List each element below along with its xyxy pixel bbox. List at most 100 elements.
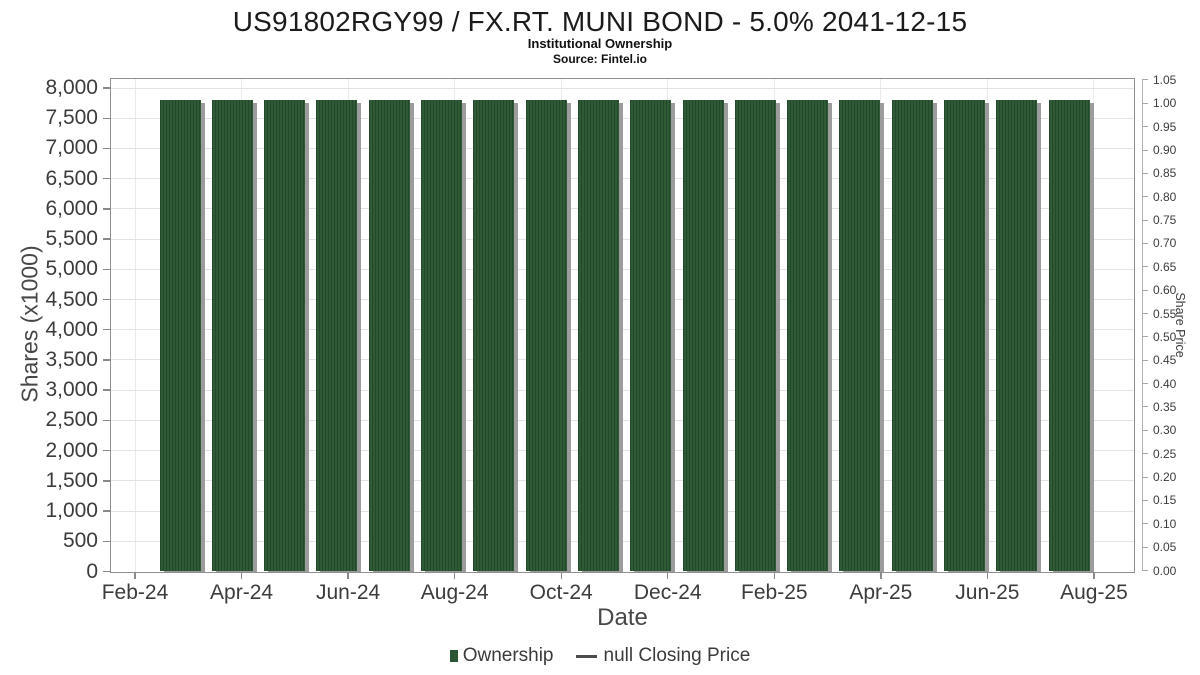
y-left-tick-label: 3,000 xyxy=(45,378,98,402)
ownership-bar[interactable] xyxy=(525,99,567,571)
y-right-tick-mark xyxy=(1142,313,1148,315)
y-left-tick-label: 4,500 xyxy=(45,287,98,311)
h-gridline xyxy=(111,480,1134,482)
x-tick-mark xyxy=(773,573,775,579)
h-gridline xyxy=(111,238,1134,240)
h-gridline xyxy=(111,147,1134,149)
y-left-tick-mark xyxy=(103,480,111,482)
y-right-tick-label: 0.50 xyxy=(1153,329,1177,344)
ownership-bar[interactable] xyxy=(211,99,253,571)
right-axis-spine xyxy=(1142,80,1143,571)
y-right-tick-mark xyxy=(1142,79,1148,81)
y-right-tick-mark xyxy=(1142,429,1148,431)
h-gridline xyxy=(111,299,1134,301)
y-left-tick-label: 6,500 xyxy=(45,166,98,190)
y-left-tick-label: 2,500 xyxy=(45,408,98,432)
ownership-bar[interactable] xyxy=(787,99,829,571)
y-left-tick-label: 7,500 xyxy=(45,106,98,130)
h-gridline xyxy=(111,510,1134,512)
y-left-tick-label: 1,000 xyxy=(45,499,98,523)
y-right-tick-mark xyxy=(1142,126,1148,128)
plot-area xyxy=(110,78,1135,573)
y-right-tick-label: 0.20 xyxy=(1153,470,1177,485)
y-right-tick-mark xyxy=(1142,359,1148,361)
y-left-tick-mark xyxy=(103,449,111,452)
legend-price-label: null Closing Price xyxy=(603,645,751,666)
y-left-tick-mark xyxy=(103,419,111,422)
ownership-bar[interactable] xyxy=(891,99,933,571)
x-tick-mark xyxy=(134,573,136,579)
x-tick-mark xyxy=(1093,573,1095,579)
y-right-tick-mark xyxy=(1142,546,1148,548)
y-right-tick-mark xyxy=(1142,406,1148,408)
y-right-tick-label: 0.25 xyxy=(1153,446,1177,461)
x-tick-label: Apr-25 xyxy=(849,581,913,604)
h-gridline xyxy=(111,419,1134,421)
y-left-tick-label: 1,500 xyxy=(45,468,98,492)
y-left-tick-mark xyxy=(103,147,111,150)
y-left-tick-mark xyxy=(103,510,111,512)
ownership-bar[interactable] xyxy=(682,99,724,571)
x-tick-mark xyxy=(453,573,456,579)
y-right-tick-label: 0.00 xyxy=(1153,563,1177,578)
y-right-tick-label: 0.80 xyxy=(1153,189,1177,204)
price-line-marker-icon xyxy=(575,654,597,658)
y-right-tick-mark xyxy=(1142,336,1148,338)
x-tick-mark xyxy=(667,573,669,579)
ownership-bar[interactable] xyxy=(577,99,619,571)
y-right-tick-mark xyxy=(1142,149,1148,151)
x-tick-mark xyxy=(986,573,989,579)
ownership-bar[interactable] xyxy=(839,99,881,571)
y-left-tick-mark xyxy=(103,298,111,301)
y-right-tick-mark xyxy=(1142,196,1148,198)
ownership-bar[interactable] xyxy=(944,99,985,571)
y-left-tick-mark xyxy=(103,389,111,391)
h-gridline xyxy=(111,540,1134,542)
y-right-tick-label: 0.85 xyxy=(1153,166,1177,181)
x-axis-title: Date xyxy=(597,604,648,631)
ownership-bar[interactable] xyxy=(473,99,515,571)
x-tick-label: Apr-24 xyxy=(210,581,274,604)
x-tick-mark xyxy=(240,573,243,579)
y-right-tick-mark xyxy=(1142,266,1148,268)
ownership-bar[interactable] xyxy=(368,99,410,571)
y-left-tick-label: 6,000 xyxy=(45,196,98,220)
ownership-bar[interactable] xyxy=(1048,99,1090,571)
y-left-tick-mark xyxy=(103,238,111,240)
h-gridline xyxy=(111,450,1134,452)
legend: Ownership null Closing Price xyxy=(0,645,1200,667)
ownership-bar[interactable] xyxy=(996,99,1038,571)
x-tick-label: Oct-24 xyxy=(529,581,593,604)
h-gridline xyxy=(111,389,1134,391)
y-right-tick-mark xyxy=(1142,219,1148,221)
h-gridline xyxy=(111,359,1134,361)
y-right-tick-label: 0.15 xyxy=(1153,493,1177,508)
y-left-tick-mark xyxy=(103,117,111,119)
y-right-tick-label: 0.65 xyxy=(1153,259,1177,274)
ownership-bar[interactable] xyxy=(159,99,201,571)
y-right-tick-label: 0.55 xyxy=(1153,306,1177,321)
ownership-bar[interactable] xyxy=(734,99,776,571)
v-gridline xyxy=(134,79,136,572)
h-gridline xyxy=(111,329,1134,331)
y-right-tick-label: 1.05 xyxy=(1153,72,1177,87)
source-label: Source: Fintel.io xyxy=(552,52,647,66)
x-tick-mark xyxy=(880,573,882,579)
x-tick-label: Feb-25 xyxy=(741,581,808,604)
y-right-tick-label: 0.05 xyxy=(1153,540,1177,555)
y-right-tick-mark xyxy=(1142,242,1148,244)
y-left-tick-label: 5,500 xyxy=(45,227,98,251)
ownership-bar[interactable] xyxy=(630,99,672,571)
h-gridline xyxy=(111,268,1134,270)
y-right-tick-label: 0.90 xyxy=(1153,143,1177,158)
legend-ownership-label: Ownership xyxy=(462,645,554,666)
y-left-tick-label: 7,000 xyxy=(45,136,98,160)
ownership-bar[interactable] xyxy=(421,99,462,571)
x-tick-label: Feb-24 xyxy=(101,581,169,604)
y-right-tick-label: 0.10 xyxy=(1153,516,1177,531)
y-right-tick-mark xyxy=(1142,383,1148,385)
v-gridline xyxy=(1093,79,1095,572)
y-left-tick-label: 500 xyxy=(62,529,98,553)
ownership-bar[interactable] xyxy=(264,99,306,571)
ownership-bar[interactable] xyxy=(316,99,358,571)
